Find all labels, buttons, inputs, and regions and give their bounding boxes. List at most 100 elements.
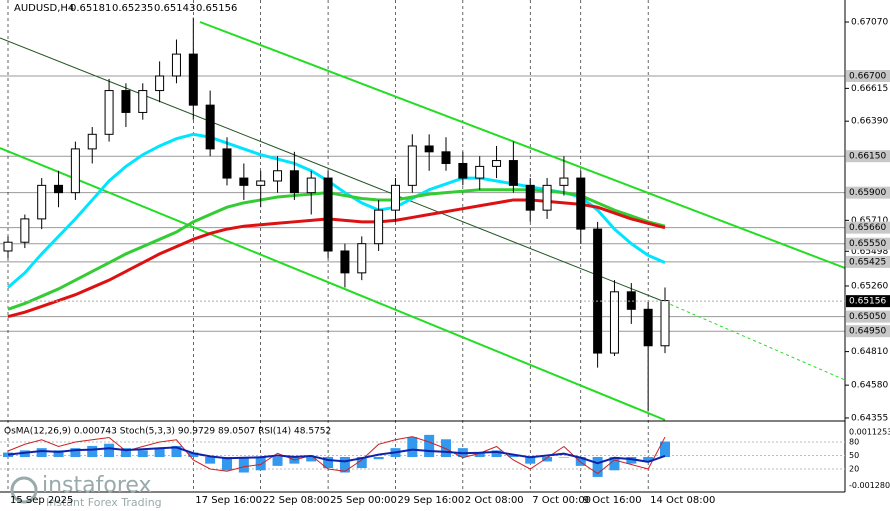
level-label: 0.65900: [849, 188, 886, 198]
osma-bar: [407, 437, 418, 458]
osma-bar: [323, 457, 334, 469]
x-tick-label: 22 Sep 08:00: [263, 495, 330, 506]
logo-tagline: Instant Forex Trading: [46, 496, 162, 509]
candle-body: [492, 160, 502, 167]
candle-body: [138, 90, 148, 113]
candle-body: [70, 148, 80, 194]
osma-bar: [255, 457, 266, 471]
osma-bar: [188, 452, 199, 458]
level-box: [846, 310, 890, 323]
candle-body: [340, 250, 350, 274]
osma-bar: [609, 457, 620, 471]
channel-upper: [199, 21, 846, 269]
candle-body: [256, 180, 266, 186]
osma-bar: [542, 457, 553, 462]
indicator-title: OsMA(12,26,9) 0.000743 Stoch(5,3,3) 90.9…: [4, 427, 331, 437]
osma-bar: [660, 441, 670, 458]
candle-body: [441, 151, 451, 164]
x-tick-label: 2 Oct 08:00: [465, 495, 524, 506]
osma-tick-label: 0.0011253: [849, 428, 890, 437]
moving-average: [7, 198, 666, 319]
osma-bar: [558, 457, 569, 458]
osma-bar: [104, 443, 115, 458]
level-box: [846, 221, 890, 234]
candle-body: [458, 162, 468, 179]
y-tick-label: 0.66390: [851, 117, 888, 127]
candle-body: [205, 104, 215, 150]
level-box: [846, 237, 890, 250]
osma-bar: [272, 457, 283, 466]
x-tick-label: 7 Oct 00:00: [532, 495, 591, 506]
logo-name: instaforex: [42, 473, 152, 498]
osma-bar: [171, 445, 182, 458]
candle-body: [289, 170, 299, 194]
osma-bar: [70, 448, 81, 458]
candle-body: [323, 177, 333, 252]
candle-body: [357, 243, 367, 274]
candle-body: [239, 177, 249, 186]
osma-bar: [575, 457, 586, 466]
osma-bar: [154, 448, 165, 458]
candle-body: [576, 177, 586, 230]
candle-body: [155, 75, 165, 92]
stoch-line: [7, 436, 666, 475]
osma-bar: [474, 452, 485, 458]
candle-body: [121, 90, 131, 113]
y-tick-label: 0.65260: [851, 281, 888, 291]
y-tick-label: 0.65710: [851, 216, 888, 226]
plot: [3, 17, 670, 412]
moving-average: [7, 188, 666, 311]
osma-bar: [525, 457, 536, 464]
header-value: 0.65235: [112, 3, 153, 14]
y-tick-label: 0.65498: [851, 247, 888, 257]
osma-bar: [592, 457, 603, 477]
level-box: [846, 255, 890, 268]
candle-body: [508, 160, 518, 186]
candle-body: [87, 133, 97, 150]
candle-body: [273, 170, 283, 182]
osma-bar: [222, 457, 232, 471]
level-label: 0.65425: [849, 257, 886, 267]
candle-body: [660, 300, 670, 347]
level-box: [846, 150, 890, 163]
osma-tick-label: -0.0012804: [849, 481, 890, 490]
candle-body: [374, 209, 384, 245]
candle-body: [390, 184, 400, 211]
candle-body: [171, 53, 181, 77]
candle-body: [3, 241, 13, 252]
header-value: 0.65143: [154, 3, 195, 14]
trend-extension: [664, 301, 846, 381]
logo-icon: [10, 476, 38, 504]
candle-body: [475, 165, 485, 179]
osma-bar: [356, 457, 367, 469]
y-tick-label: 0.66615: [851, 84, 888, 94]
level-label: 0.66150: [849, 152, 886, 162]
candle-body: [609, 291, 619, 354]
rsi-line: [7, 446, 666, 465]
osc-tick-label: 50: [849, 451, 859, 460]
y-tick-label: 0.64580: [851, 381, 888, 391]
level-box: [846, 186, 890, 199]
candle-body: [306, 177, 316, 194]
level-label: 0.65660: [849, 223, 886, 233]
level-label: 0.65050: [849, 312, 886, 322]
symbol: AUDUSD,H4: [14, 3, 74, 14]
x-tick-label: 25 Sep 00:00: [330, 495, 397, 506]
candle-body: [104, 90, 114, 135]
candle-body: [424, 145, 434, 153]
candle-body: [559, 177, 569, 186]
y-tick-label: 0.67070: [851, 18, 888, 28]
osma-bar: [491, 450, 502, 458]
candle-body: [222, 148, 232, 179]
level-box: [846, 325, 890, 338]
candle-body: [54, 184, 64, 194]
x-tick-label: 29 Sep 16:00: [397, 495, 464, 506]
osma-bar: [508, 454, 519, 458]
osma-bar: [205, 457, 216, 464]
osma-bar: [306, 457, 317, 462]
candle-body: [407, 145, 417, 186]
osma-bar: [36, 448, 47, 458]
header-value: 0.65156: [196, 3, 237, 14]
